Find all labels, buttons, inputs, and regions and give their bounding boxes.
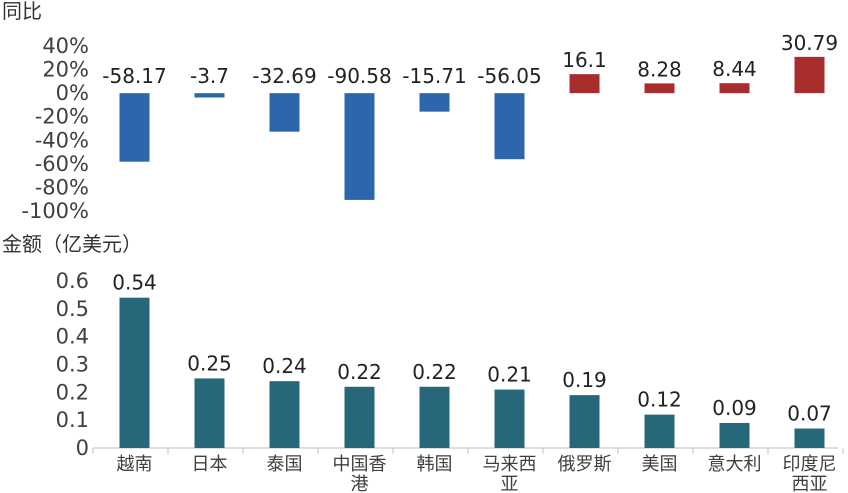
amount-bar [344,386,375,448]
amount-data-label: 0.19 [562,368,607,392]
yoy-y-tick-label: -80% [35,175,89,199]
yoy-chart-title: 同比 [2,0,42,23]
yoy-data-label: -3.7 [190,64,229,88]
amount-bar [719,422,750,448]
amount-bar [569,395,600,448]
amount-bar [794,428,825,448]
yoy-data-labels: -58.17 -3.7 -32.69 -90.58 -15.71 -56.05 16.1 8.… [102,31,838,88]
amount-category-label: 美国 [642,454,678,475]
amount-category-label: 马来西亚 [483,454,537,493]
amount-data-label: 0.25 [187,351,232,375]
yoy-y-tick-label: 40% [42,34,89,58]
yoy-bar [644,83,675,94]
yoy-bar [419,93,450,112]
amount-y-tick-label: 0 [76,436,89,460]
amount-data-label: 0.22 [337,360,382,384]
amount-bar [644,414,675,448]
yoy-data-label: 8.44 [712,57,757,81]
amount-data-label: 0.54 [112,271,157,295]
amount-category-label: 日本 [192,454,228,475]
amount-chart-title: 金额（亿美元） [2,232,142,256]
amount-x-axis-ticks [92,448,844,454]
yoy-data-label: -90.58 [327,64,391,88]
amount-bar [269,381,300,448]
yoy-y-tick-label: -40% [35,128,89,152]
yoy-bars [119,56,825,200]
amount-category-label: 越南 [117,454,153,475]
amount-category-label: 印度尼西亚 [783,454,837,493]
amount-data-label: 0.21 [487,363,532,387]
amount-bars [119,297,825,448]
yoy-bar [344,93,375,200]
amount-y-tick-label: 0.1 [56,408,89,432]
amount-y-tick-label: 0.2 [56,380,89,404]
amount-bar [194,378,225,448]
yoy-y-tick-label: -100% [21,199,89,223]
amount-y-tick-label: 0.5 [56,297,89,321]
amount-y-axis: 0.6 0.5 0.4 0.3 0.2 0.1 0 [56,269,89,460]
amount-data-label: 0.24 [262,354,307,378]
amount-data-label: 0.09 [712,396,757,420]
amount-y-tick-label: 0.3 [56,353,89,377]
amount-bar [119,297,150,448]
yoy-bar [569,74,600,94]
yoy-bar [794,56,825,94]
yoy-bar [119,93,150,162]
yoy-data-label: 30.79 [781,31,838,55]
amount-category-label: 俄罗斯 [558,454,612,475]
amount-category-label: 意大利 [708,454,762,475]
amount-data-labels: 0.54 0.25 0.24 0.22 0.22 0.21 0.19 0.12 0.09 0.07 [112,271,832,426]
yoy-y-tick-label: -60% [35,152,89,176]
amount-y-tick-label: 0.4 [56,325,89,349]
yoy-y-tick-label: 0% [56,81,89,105]
yoy-bar [194,93,225,98]
yoy-chart: 同比 40%20%0%-20%-40%-60%-80%-100% -58.17-… [2,0,838,223]
yoy-bar [719,83,750,94]
amount-bar [419,386,450,448]
yoy-data-label: 8.28 [637,57,682,81]
yoy-data-label: 16.1 [562,48,607,72]
amount-category-label: 中国香港 [333,454,387,493]
amount-data-label: 0.12 [637,388,682,412]
amount-data-label: 0.07 [787,402,832,426]
yoy-y-axis: 40%20%0%-20%-40%-60%-80%-100% [21,34,89,223]
amount-category-label: 泰国 [267,454,303,475]
amount-chart: 金额（亿美元） 0.6 0.5 0.4 0.3 0.2 0.1 0 0.54 0.25 0.24… [2,232,844,493]
yoy-y-tick-label: 20% [42,58,89,82]
yoy-y-tick-label: -20% [35,105,89,129]
yoy-bar [494,93,525,160]
amount-bar [494,389,525,448]
yoy-data-label: -58.17 [102,64,166,88]
amount-data-label: 0.22 [412,360,457,384]
amount-y-tick-label: 0.6 [56,269,89,293]
yoy-data-label: -32.69 [252,64,316,88]
amount-category-label: 韩国 [417,454,453,475]
yoy-bar [269,93,300,132]
yoy-data-label: -56.05 [477,64,541,88]
yoy-data-label: -15.71 [402,64,466,88]
